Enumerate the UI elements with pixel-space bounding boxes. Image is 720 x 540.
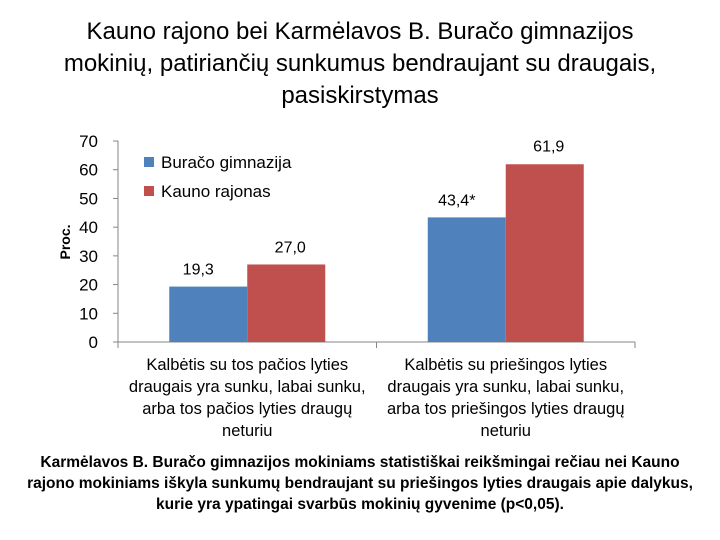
legend-swatch [144, 157, 154, 167]
category-label: neturiu [481, 422, 531, 440]
y-tick-label: 10 [79, 304, 98, 323]
y-tick-label: 70 [79, 132, 98, 151]
legend-label: Buračo gimnazija [161, 153, 292, 172]
bar [427, 217, 506, 342]
category-label: arba tos priešingos lyties draugų [387, 400, 625, 418]
legend-swatch [144, 186, 154, 196]
bar-value-label: 43,4* [438, 192, 475, 209]
bar-value-label: 27,0 [275, 239, 306, 256]
category-label: Kalbėtis su tos pačios lyties [146, 356, 348, 374]
y-axis-title: Proc. [57, 224, 73, 259]
y-tick-label: 30 [79, 247, 98, 266]
category-label: Kalbėtis su priešingos lyties [404, 356, 607, 374]
category-label: arba tos pačios lyties draugų [142, 400, 352, 418]
y-tick-label: 40 [79, 218, 98, 237]
y-tick-label: 50 [79, 189, 98, 208]
legend-label: Kauno rajonas [161, 182, 271, 201]
y-tick-label: 60 [79, 161, 98, 180]
bar [169, 286, 248, 342]
chart-note: Karmėlavos B. Buračo gimnazijos mokiniam… [27, 454, 693, 513]
category-label: neturiu [222, 422, 272, 440]
category-label: draugais yra sunku, labai sunku, [129, 378, 366, 396]
y-tick-label: 20 [79, 276, 98, 295]
chart-title: Kauno rajono bei Karmėlavos B. Buračo gi… [63, 18, 657, 109]
bar-value-label: 61,9 [533, 138, 564, 155]
bar-value-label: 19,3 [183, 262, 214, 279]
y-tick-label: 0 [89, 333, 98, 352]
category-label: draugais yra sunku, labai sunku, [387, 378, 624, 396]
bar [247, 264, 326, 342]
bar [505, 164, 584, 342]
